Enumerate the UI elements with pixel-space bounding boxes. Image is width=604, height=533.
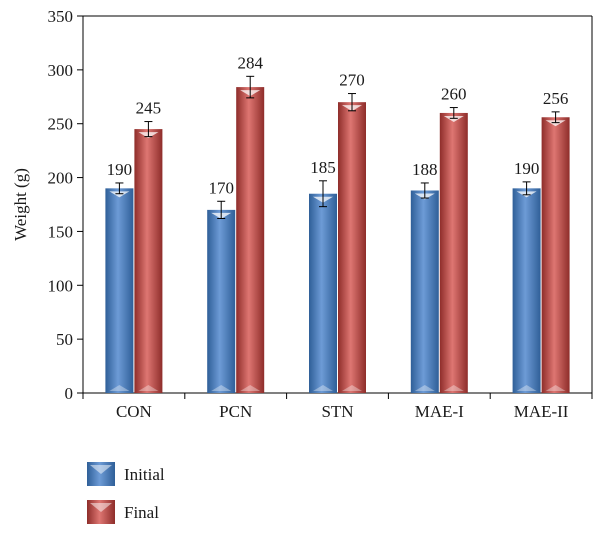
data-label: 188 — [412, 160, 438, 179]
data-label: 284 — [237, 53, 263, 72]
legend-swatch-highlight — [90, 503, 112, 512]
x-tick-label: STN — [321, 402, 353, 421]
data-label: 245 — [136, 99, 162, 118]
bar-final-mae-ii — [541, 117, 570, 393]
bar-final-mae-i — [439, 112, 468, 393]
data-label: 170 — [208, 178, 234, 197]
legend-swatch-highlight — [90, 465, 112, 474]
bar-top-highlight — [109, 191, 130, 198]
bar-bottom-highlight — [545, 385, 566, 391]
bar-top-highlight — [545, 120, 566, 127]
y-tick-label: 200 — [48, 169, 74, 188]
y-tick-label: 0 — [65, 384, 74, 403]
x-tick-label: MAE-I — [415, 402, 464, 421]
y-tick-label: 300 — [48, 61, 74, 80]
x-tick-label: CON — [116, 402, 152, 421]
bar-bottom-highlight — [443, 385, 464, 391]
bar-bottom-highlight — [211, 385, 232, 391]
bar-bottom-highlight — [516, 385, 537, 391]
data-label: 190 — [514, 159, 540, 178]
bar-initial-mae-ii — [512, 188, 541, 393]
bar-bottom-highlight — [414, 385, 435, 391]
x-tick-label: PCN — [219, 402, 252, 421]
data-label: 185 — [310, 158, 336, 177]
plot-area: 0 50 100 150 200 250 300 350 Weight (g) CON 190 245… — [11, 7, 593, 421]
bar-bottom-highlight — [109, 385, 130, 391]
bar-bottom-highlight — [313, 385, 333, 391]
legend-label-final: Final — [124, 503, 159, 522]
data-label: 260 — [441, 85, 467, 104]
data-label: 190 — [107, 160, 133, 179]
bar-initial-pcn — [207, 209, 236, 393]
y-tick-label: 50 — [56, 330, 73, 349]
y-tick-label: 350 — [48, 7, 74, 26]
y-tick-label: 150 — [48, 222, 74, 241]
y-tick-label: 250 — [48, 115, 74, 134]
bar-initial-con — [105, 188, 134, 393]
bar-initial-mae-i — [410, 190, 439, 393]
data-label: 270 — [339, 71, 365, 90]
bar-bottom-highlight — [138, 385, 159, 391]
bar-bottom-highlight — [342, 385, 362, 391]
y-axis-title: Weight (g) — [11, 168, 30, 241]
legend: Initial Final — [87, 462, 165, 524]
bar-final-con — [134, 129, 163, 393]
bar-top-highlight — [443, 115, 464, 122]
x-tick-label: MAE-II — [514, 402, 569, 421]
y-tick-label: 100 — [48, 276, 74, 295]
data-label: 256 — [543, 89, 569, 108]
bar-final-stn — [338, 102, 366, 394]
bar-bottom-highlight — [240, 385, 261, 391]
legend-label-initial: Initial — [124, 465, 165, 484]
bar-final-pcn — [236, 87, 265, 393]
bar-initial-stn — [309, 193, 337, 393]
